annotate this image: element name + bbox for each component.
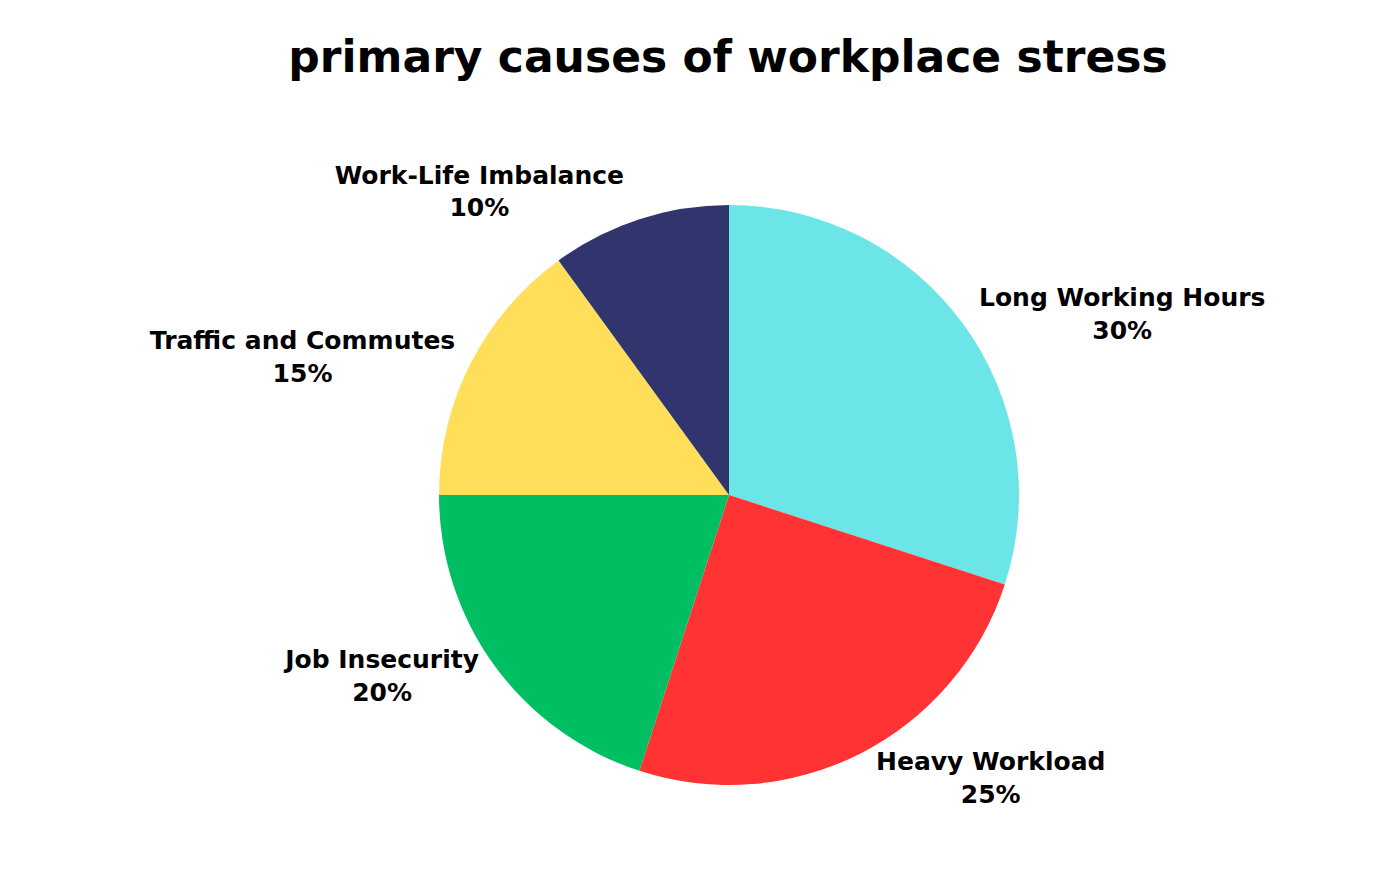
svg-text:Heavy Workload25%: Heavy Workload25% — [876, 747, 1105, 809]
svg-text:Work-Life Imbalance10%: Work-Life Imbalance10% — [335, 161, 624, 223]
svg-text:Job Insecurity20%: Job Insecurity20% — [283, 645, 479, 707]
svg-text:Traffic and Commutes15%: Traffic and Commutes15% — [150, 326, 455, 388]
svg-text:primary causes of workplace st: primary causes of workplace stress — [288, 31, 1167, 82]
svg-text:Long Working Hours30%: Long Working Hours30% — [979, 283, 1265, 345]
